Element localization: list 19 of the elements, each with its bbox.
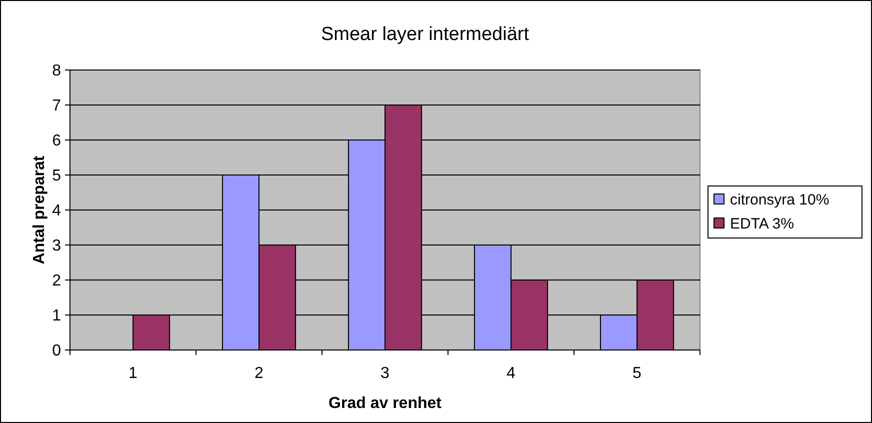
y-axis-title: Antal preparat (31, 155, 48, 264)
x-tick-label: 5 (632, 365, 642, 382)
y-tick-label: 4 (52, 202, 62, 220)
chart-title: Smear layer intermediärt (320, 24, 530, 45)
legend-label: citronsyra 10% (730, 191, 830, 208)
legend-label: EDTA 3% (730, 215, 794, 232)
x-tick-label: 1 (128, 365, 138, 382)
y-tick-label: 6 (52, 132, 62, 150)
y-tick-label: 3 (52, 238, 62, 255)
y-tick-label: 0 (52, 342, 62, 360)
x-tick-label: 4 (506, 365, 516, 382)
y-tick-label: 5 (52, 168, 62, 185)
x-axis-title: Grad av renhet (328, 395, 442, 412)
x-tick-label: 2 (254, 365, 264, 382)
y-tick-label: 8 (52, 62, 62, 80)
x-tick-label: 3 (380, 365, 390, 382)
y-tick-label: 7 (52, 98, 62, 115)
y-tick-label: 1 (52, 308, 62, 325)
y-tick-label: 2 (52, 272, 62, 290)
